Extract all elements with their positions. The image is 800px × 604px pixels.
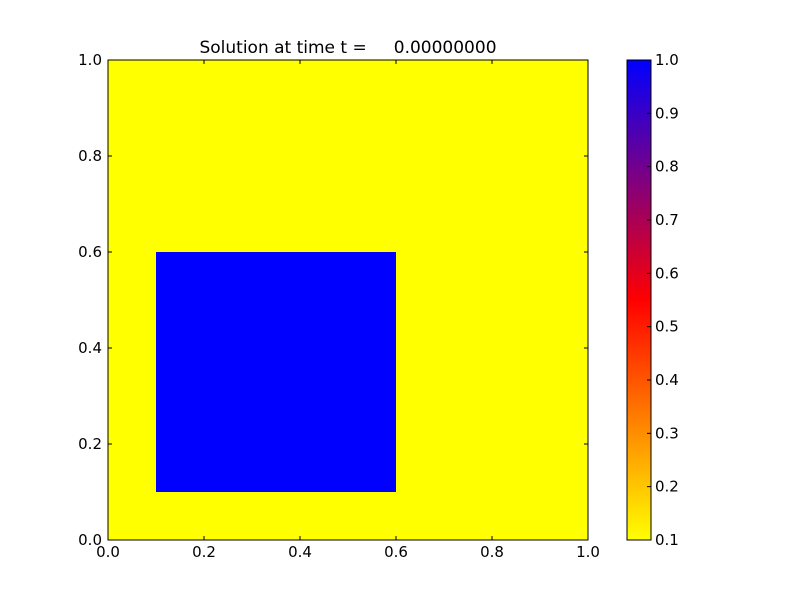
- colorbar-tick-label: 1.0: [655, 51, 679, 69]
- x-tick-label: 0.8: [480, 543, 504, 561]
- colorbar: 0.1 0.2 0.3 0.4 0.5 0.6 0.7 0.8 0.9 1.0: [626, 51, 679, 549]
- colorbar-tick-label: 0.5: [655, 318, 679, 336]
- x-tick-label: 0.6: [384, 543, 408, 561]
- colorbar-tick-label: 0.4: [655, 371, 679, 389]
- colorbar-gradient: [626, 59, 652, 541]
- colorbar-tick-label: 0.1: [655, 531, 679, 549]
- heatmap-region: [156, 252, 396, 492]
- y-tick-label: 0.8: [78, 147, 102, 165]
- plot-frame: [107, 59, 589, 541]
- colorbar-tick-label: 0.8: [655, 158, 679, 176]
- colorbar-tick-label: 0.7: [655, 211, 679, 229]
- x-axis: 0.0 0.2 0.4 0.6 0.8 1.0: [96, 60, 600, 561]
- x-tick-label: 0.4: [288, 543, 312, 561]
- colorbar-tick-label: 0.6: [655, 264, 679, 282]
- x-tick-label: 1.0: [576, 543, 600, 561]
- colorbar-tick-label: 0.2: [655, 478, 679, 496]
- y-tick-label: 0.2: [78, 435, 102, 453]
- colorbar-tick-label: 0.3: [655, 424, 679, 442]
- y-axis: 0.0 0.2 0.4 0.6 0.8 1.0: [78, 51, 588, 549]
- y-tick-label: 0.0: [78, 531, 102, 549]
- x-tick-label: 0.2: [192, 543, 216, 561]
- y-tick-label: 0.4: [78, 339, 102, 357]
- y-tick-label: 1.0: [78, 51, 102, 69]
- x-tick-label: 0.0: [96, 543, 120, 561]
- plot-area: [107, 59, 589, 541]
- y-tick-label: 0.6: [78, 243, 102, 261]
- colorbar-tick-label: 0.9: [655, 104, 679, 122]
- chart-title: Solution at time t = 0.00000000: [199, 38, 496, 58]
